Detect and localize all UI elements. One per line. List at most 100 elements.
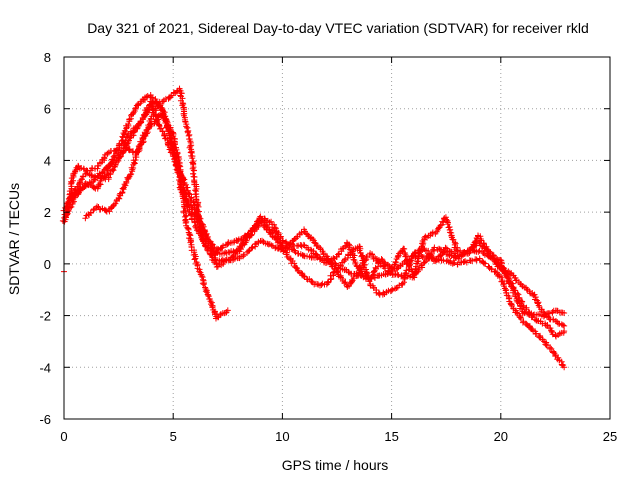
data-point — [186, 231, 193, 238]
data-point — [461, 258, 468, 265]
data-point — [199, 280, 206, 287]
data-point — [183, 212, 190, 219]
data-point — [295, 268, 302, 275]
data-point — [103, 165, 110, 172]
y-tick-label: 6 — [44, 102, 51, 117]
data-point — [473, 235, 480, 242]
x-tick-label: 5 — [170, 429, 177, 444]
data-point — [127, 171, 134, 178]
data-point — [308, 278, 315, 285]
data-point — [98, 174, 105, 181]
data-point — [163, 116, 170, 123]
data-point — [561, 328, 568, 335]
data-point — [506, 280, 513, 287]
data-point — [144, 129, 151, 136]
data-point — [208, 246, 215, 253]
data-point — [358, 262, 365, 269]
data-point — [87, 210, 94, 217]
data-point — [463, 259, 470, 266]
plot-frame — [63, 56, 611, 420]
data-point — [400, 279, 407, 286]
data-point — [105, 174, 112, 181]
data-point — [542, 341, 549, 348]
data-point — [143, 93, 150, 100]
data-point — [507, 301, 514, 308]
data-point — [431, 244, 438, 251]
data-point — [381, 265, 388, 272]
data-point — [341, 256, 348, 263]
data-point — [126, 146, 133, 153]
data-point — [214, 263, 221, 270]
series-track-5 — [60, 102, 568, 329]
data-point — [300, 273, 307, 280]
data-point — [158, 125, 165, 132]
data-point — [294, 265, 301, 272]
data-point — [148, 120, 155, 127]
data-point — [395, 250, 402, 257]
data-point — [519, 319, 526, 326]
data-point — [533, 330, 540, 337]
data-point — [200, 223, 207, 230]
data-point — [103, 207, 110, 214]
y-tick-label: 4 — [44, 153, 51, 168]
data-point — [188, 149, 195, 156]
data-point — [136, 142, 143, 149]
data-point — [243, 237, 250, 244]
data-point — [117, 153, 124, 160]
data-point — [120, 148, 127, 155]
data-point — [143, 130, 150, 137]
data-point — [123, 178, 130, 185]
data-point — [160, 110, 167, 117]
data-point — [277, 246, 284, 253]
data-point — [473, 256, 480, 263]
data-point — [421, 259, 428, 266]
data-point — [429, 229, 436, 236]
data-point — [142, 133, 149, 140]
data-point — [265, 224, 272, 231]
x-tick-label: 10 — [275, 429, 289, 444]
data-point — [240, 253, 247, 260]
data-point — [131, 160, 138, 167]
data-point — [82, 215, 89, 222]
x-tick-label: 25 — [603, 429, 617, 444]
data-point — [450, 236, 457, 243]
data-point — [187, 211, 194, 218]
data-point — [81, 183, 88, 190]
data-point — [221, 250, 228, 257]
data-point — [192, 255, 199, 262]
y-tick-label: 0 — [44, 257, 51, 272]
data-point — [401, 245, 408, 252]
data-point — [142, 111, 149, 118]
data-point — [205, 292, 212, 299]
data-point — [525, 311, 532, 318]
data-point — [248, 245, 255, 252]
data-point — [200, 281, 207, 288]
data-point — [158, 106, 165, 113]
data-point — [249, 244, 256, 251]
data-point — [330, 255, 337, 262]
data-point — [185, 190, 192, 197]
data-point — [124, 140, 131, 147]
data-point — [183, 123, 190, 130]
data-point — [561, 364, 568, 371]
data-point — [188, 203, 195, 210]
data-point — [104, 150, 111, 157]
axis-ticks — [63, 56, 611, 420]
data-point — [276, 239, 283, 246]
data-point — [356, 269, 363, 276]
data-point — [515, 297, 522, 304]
data-point — [138, 118, 145, 125]
y-axis-label: SDTVAR / TECUs — [6, 183, 22, 295]
data-point — [231, 255, 238, 262]
data-point — [266, 226, 273, 233]
data-point — [516, 294, 523, 301]
data-point — [291, 260, 298, 267]
data-point — [251, 241, 258, 248]
data-point — [132, 105, 139, 112]
data-point — [153, 99, 160, 106]
data-point — [125, 175, 132, 182]
y-tick-label: 8 — [44, 50, 51, 65]
data-point — [112, 200, 119, 207]
